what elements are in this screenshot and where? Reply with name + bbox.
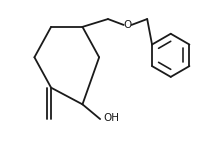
Text: OH: OH: [103, 113, 119, 123]
Text: O: O: [124, 20, 132, 30]
